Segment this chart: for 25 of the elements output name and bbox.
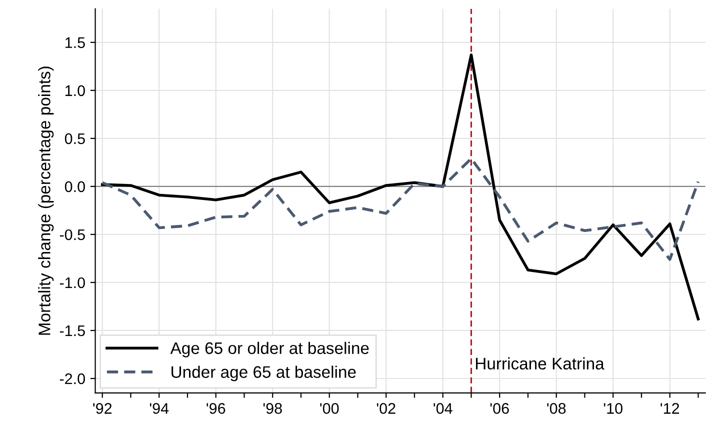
ref-line-label: Hurricane Katrina	[476, 357, 604, 370]
x-tick-label: '10	[604, 403, 622, 414]
y-tick-label: -2.0	[60, 373, 85, 384]
x-tick-label: '94	[150, 403, 169, 414]
x-tick-label: '96	[206, 403, 226, 414]
line-series	[100, 157, 700, 261]
legend-label: Under age 65 at baseline	[172, 366, 356, 382]
y-axis-title: Mortality change (percentage points)	[38, 66, 54, 335]
x-tick-label: '06	[490, 403, 509, 414]
line-series	[100, 53, 700, 320]
y-tick-label: 1.0	[65, 85, 85, 96]
y-tick-label: 0.5	[64, 133, 85, 144]
x-tick-label: '08	[547, 403, 566, 414]
x-tick-label: '00	[320, 403, 339, 414]
y-tick-label: -1.0	[60, 277, 85, 288]
y-tick-label: 1.5	[65, 37, 85, 48]
x-tick-label: '98	[263, 403, 282, 414]
y-tick-label: -1.5	[60, 326, 85, 336]
x-tick-label: '02	[376, 403, 396, 414]
x-tick-label: '12	[660, 403, 680, 414]
x-tick-label: '92	[93, 403, 112, 414]
legend-label: Age 65 or older at baseline	[170, 342, 369, 358]
x-tick-label: '04	[434, 403, 452, 414]
y-tick-label: -0.5	[60, 229, 85, 240]
y-tick-label: 0.0	[64, 181, 85, 192]
